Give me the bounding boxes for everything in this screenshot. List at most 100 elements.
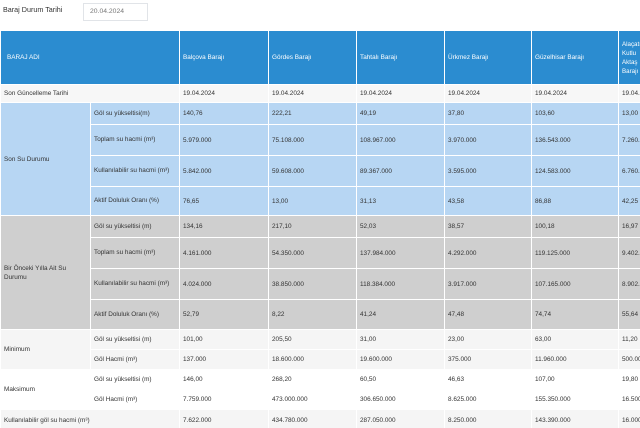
date-filter-input[interactable]: 20.04.2024 <box>83 3 148 21</box>
table-cell: 205,50 <box>268 329 357 350</box>
header-dam: Güzelhisar Barajı <box>531 30 619 85</box>
dam-status-table: BARAJ ADI Balçova Barajı Gördes Barajı T… <box>0 30 640 428</box>
table-row: Son Su Durumu Göl su yükseltisi(m) 140,7… <box>0 102 640 216</box>
row-label: Kullanılabilir su hacmi (m³) <box>90 155 180 187</box>
table-cell: 287.050.000 <box>356 409 445 428</box>
header-dam: Balçova Barajı <box>179 30 269 85</box>
table-cell: 54.350.000 <box>268 237 357 269</box>
table-cell: 18.600.000 <box>268 349 357 370</box>
table-cell: 119.125.000 <box>531 237 619 269</box>
table-cell: 60,50 <box>356 369 445 390</box>
table-cell: 16,97 <box>618 215 640 238</box>
table-cell: 41,24 <box>356 299 445 330</box>
table-row-usable: Kullanılabilir göl su hacmi (m³) 7.622.0… <box>0 409 640 428</box>
row-label: Aktif Doluluk Oranı (%) <box>90 186 180 216</box>
table-cell: 146,00 <box>179 369 269 390</box>
table-cell: 7.759.000 <box>179 389 269 410</box>
table-cell: 74,74 <box>531 299 619 330</box>
table-cell: 19,80 <box>618 369 640 390</box>
table-cell: 63,00 <box>531 329 619 350</box>
row-label: Göl su yükseltisi (m) <box>90 369 180 390</box>
group-label-minimum: Minimum <box>0 329 91 370</box>
table-cell: 19.04.2024 <box>268 84 357 103</box>
table-cell: 107.165.000 <box>531 268 619 300</box>
table-row: Aktif Doluluk Oranı (%) 52,79 8,22 41,24… <box>1 299 640 330</box>
table-cell: 16.500.000 <box>618 389 640 410</box>
table-cell: 46,63 <box>444 369 532 390</box>
table-cell: 8,22 <box>268 299 357 330</box>
table-cell: 7.260.000 <box>618 124 640 156</box>
table-cell: 47,48 <box>444 299 532 330</box>
row-label: Göl su yükseltisi(m) <box>90 102 180 125</box>
table-cell: 13,00 <box>268 186 357 216</box>
row-label: Aktif Doluluk Oranı (%) <box>90 299 180 330</box>
table-cell: 137.000 <box>179 349 269 370</box>
row-label: Toplam su hacmi (m³) <box>90 237 180 269</box>
row-label: Göl su yükseltisi (m) <box>90 329 180 350</box>
table-cell: 19.600.000 <box>356 349 445 370</box>
header-dam: Alaçatı Kutlu Aktaş Barajı <box>618 30 640 85</box>
header-dam: Ürkmez Barajı <box>444 30 532 85</box>
table-cell: 16.000.000 <box>618 409 640 428</box>
table-cell: 76,65 <box>179 186 269 216</box>
row-label: Göl Hacmi (m³) <box>90 349 180 370</box>
group-label-current: Son Su Durumu <box>0 102 91 216</box>
table-cell: 19.04.2024 <box>179 84 269 103</box>
table-cell: 89.367.000 <box>356 155 445 187</box>
table-cell: 375.000 <box>444 349 532 370</box>
row-label: Göl su yükseltisi (m) <box>90 215 180 238</box>
table-cell: 5.842.000 <box>179 155 269 187</box>
table-row-last-update: Son Güncelleme Tarihi 19.04.2024 19.04.2… <box>0 84 640 103</box>
table-header-row: BARAJ ADI Balçova Barajı Gördes Barajı T… <box>0 30 640 85</box>
table-cell: 306.650.000 <box>356 389 445 410</box>
table-row: Toplam su hacmi (m³) 5.979.000 75.108.00… <box>1 124 640 156</box>
header-dam-name: BARAJ ADI <box>0 30 180 85</box>
table-cell: 143.390.000 <box>531 409 619 428</box>
table-cell: 11.960.000 <box>531 349 619 370</box>
table-cell: 137.984.000 <box>356 237 445 269</box>
table-cell: 222,21 <box>268 102 357 125</box>
table-cell: 52,79 <box>179 299 269 330</box>
group-label-maximum: Maksimum <box>0 369 91 410</box>
table-cell: 6.760.000 <box>618 155 640 187</box>
header-dam: Gördes Barajı <box>268 30 357 85</box>
date-filter-bar: Baraj Durum Tarihi 20.04.2024 <box>0 0 640 30</box>
table-cell: 500.000 <box>618 349 640 370</box>
table-row: Kullanılabilir su hacmi (m³) 4.024.000 3… <box>1 268 640 300</box>
table-cell: 9.402.000 <box>618 237 640 269</box>
table-cell: 19.04.2024 <box>618 84 640 103</box>
table-cell: 19.04.2024 <box>531 84 619 103</box>
table-cell: 42,25 <box>618 186 640 216</box>
table-cell: 31,13 <box>356 186 445 216</box>
row-label: Toplam su hacmi (m³) <box>90 124 180 156</box>
table-cell: 107,00 <box>531 369 619 390</box>
table-cell: 8.250.000 <box>444 409 532 428</box>
table-row: Minimum Göl su yükseltisi (m) 101,00 205… <box>0 329 640 370</box>
table-cell: 31,00 <box>356 329 445 350</box>
table-cell: 11,20 <box>618 329 640 350</box>
group-label-previous: Bir Önceki Yılla Ait Su Durumu <box>0 215 91 330</box>
table-cell: 155.350.000 <box>531 389 619 410</box>
row-label: Son Güncelleme Tarihi <box>0 84 180 103</box>
table-cell: 103,60 <box>531 102 619 125</box>
table-cell: 13,00 <box>618 102 640 125</box>
table-cell: 75.108.000 <box>268 124 357 156</box>
row-label: Kullanılabilir göl su hacmi (m³) <box>0 409 180 428</box>
table-cell: 23,00 <box>444 329 532 350</box>
table-cell: 4.024.000 <box>179 268 269 300</box>
table-row: Bir Önceki Yılla Ait Su Durumu Göl su yü… <box>0 215 640 330</box>
table-cell: 7.622.000 <box>179 409 269 428</box>
table-row: Aktif Doluluk Oranı (%) 76,65 13,00 31,1… <box>1 186 640 216</box>
table-cell: 4.292.000 <box>444 237 532 269</box>
table-cell: 59.608.000 <box>268 155 357 187</box>
date-filter-label: Baraj Durum Tarihi <box>3 5 63 14</box>
table-cell: 100,18 <box>531 215 619 238</box>
table-cell: 3.970.000 <box>444 124 532 156</box>
table-cell: 37,80 <box>444 102 532 125</box>
table-cell: 3.917.000 <box>444 268 532 300</box>
table-cell: 8.625.000 <box>444 389 532 410</box>
row-label: Göl Hacmi (m³) <box>90 389 180 410</box>
table-row: Toplam su hacmi (m³) 4.161.000 54.350.00… <box>1 237 640 269</box>
table-cell: 55,64 <box>618 299 640 330</box>
table-cell: 86,88 <box>531 186 619 216</box>
